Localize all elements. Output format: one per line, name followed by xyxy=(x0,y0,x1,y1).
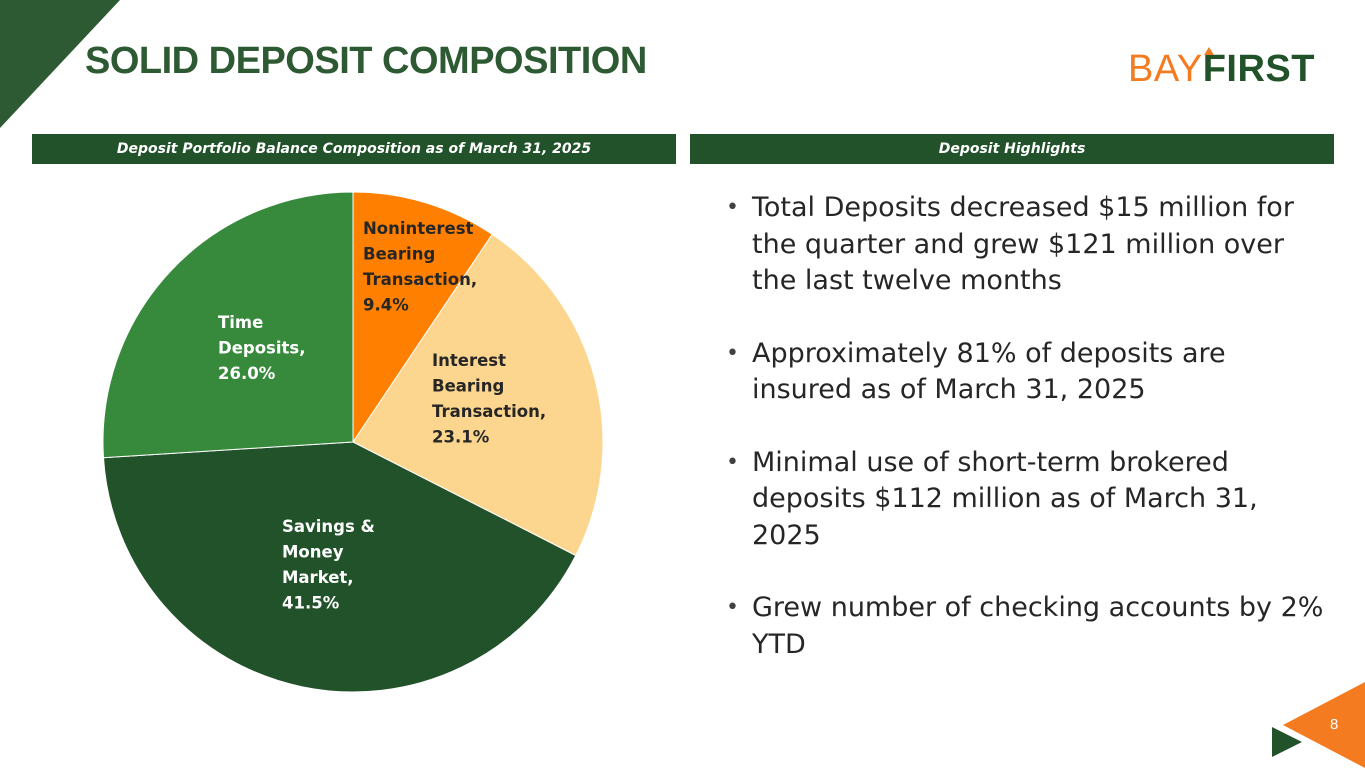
bayfirst-logo: BAYFIRST xyxy=(1128,48,1315,91)
pie-label-interest-bearing: Interest Bearing Transaction, 23.1% xyxy=(432,351,546,447)
pie-label-noninterest-bearing: Noninterest Bearing Transaction, 9.4% xyxy=(363,219,477,315)
corner-decoration xyxy=(0,0,120,128)
pie-slice-noninterest-bearing xyxy=(352,191,493,444)
play-arrow-icon xyxy=(1272,727,1302,757)
logo-text-first: FIRST xyxy=(1202,48,1315,90)
highlights-panel-heading: Deposit Highlights xyxy=(690,134,1334,164)
deposit-composition-pie-chart: Noninterest Bearing Transaction, 9.4% Inter… xyxy=(102,191,604,693)
pie-slice-time-deposits xyxy=(102,191,354,459)
chart-panel-heading: Deposit Portfolio Balance Composition as… xyxy=(32,134,676,164)
highlight-item: Grew number of checking accounts by 2% Y… xyxy=(726,590,1326,663)
pie-label-time-deposits: Time Deposits, 26.0% xyxy=(218,313,306,383)
page-title: SOLID DEPOSIT COMPOSITION xyxy=(85,40,647,82)
pie-slice-savings-money-market xyxy=(102,441,577,693)
highlight-item: Minimal use of short-term brokered depos… xyxy=(726,445,1326,555)
pie-slice-interest-bearing xyxy=(352,233,604,557)
logo-accent-icon xyxy=(1204,47,1214,55)
logo-text-bay: BAY xyxy=(1128,48,1203,90)
deposit-highlights-list: Total Deposits decreased $15 million for… xyxy=(726,190,1326,699)
highlight-item: Approximately 81% of deposits are insure… xyxy=(726,336,1326,409)
pie-label-savings-money-market: Savings & Money Market, 41.5% xyxy=(282,517,375,613)
page-number: 8 xyxy=(1330,716,1339,733)
highlight-item: Total Deposits decreased $15 million for… xyxy=(726,190,1326,300)
